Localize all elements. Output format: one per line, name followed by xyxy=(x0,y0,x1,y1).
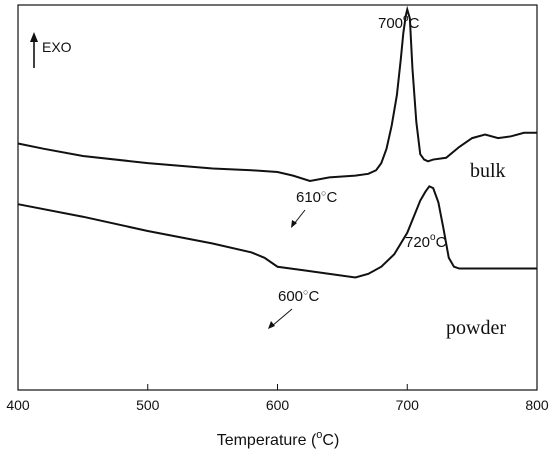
x-axis-ticks: 400 500 600 700 800 xyxy=(6,384,549,413)
annotation-600c: 600○C xyxy=(278,287,319,305)
series-bulk-line xyxy=(17,5,537,182)
annotation-600c-arrow xyxy=(271,308,293,327)
annotation-610c-arrowhead-icon xyxy=(291,220,297,228)
x-tick-label: 600 xyxy=(266,397,290,413)
series-label-powder: powder xyxy=(446,317,506,339)
x-tick-label: 500 xyxy=(136,397,160,413)
annotation-700c: 700oC xyxy=(378,13,420,32)
exo-label: EXO xyxy=(42,39,72,55)
x-tick-label: 700 xyxy=(396,397,420,413)
x-tick-label: 800 xyxy=(525,397,549,413)
annotation-720c: 720oC xyxy=(405,232,447,251)
annotation-610c: 610○C xyxy=(296,188,337,206)
series-powder-line xyxy=(17,185,537,279)
x-tick-label: 400 xyxy=(6,397,30,413)
annotation-600c-arrowhead-icon xyxy=(268,321,275,329)
exo-arrowhead-icon xyxy=(30,32,38,42)
exo-indicator: EXO xyxy=(30,32,72,68)
series-label-bulk: bulk xyxy=(470,160,506,182)
annotation-610c-arrow xyxy=(293,209,306,225)
x-axis-title: Temperature (oC) xyxy=(217,429,340,449)
